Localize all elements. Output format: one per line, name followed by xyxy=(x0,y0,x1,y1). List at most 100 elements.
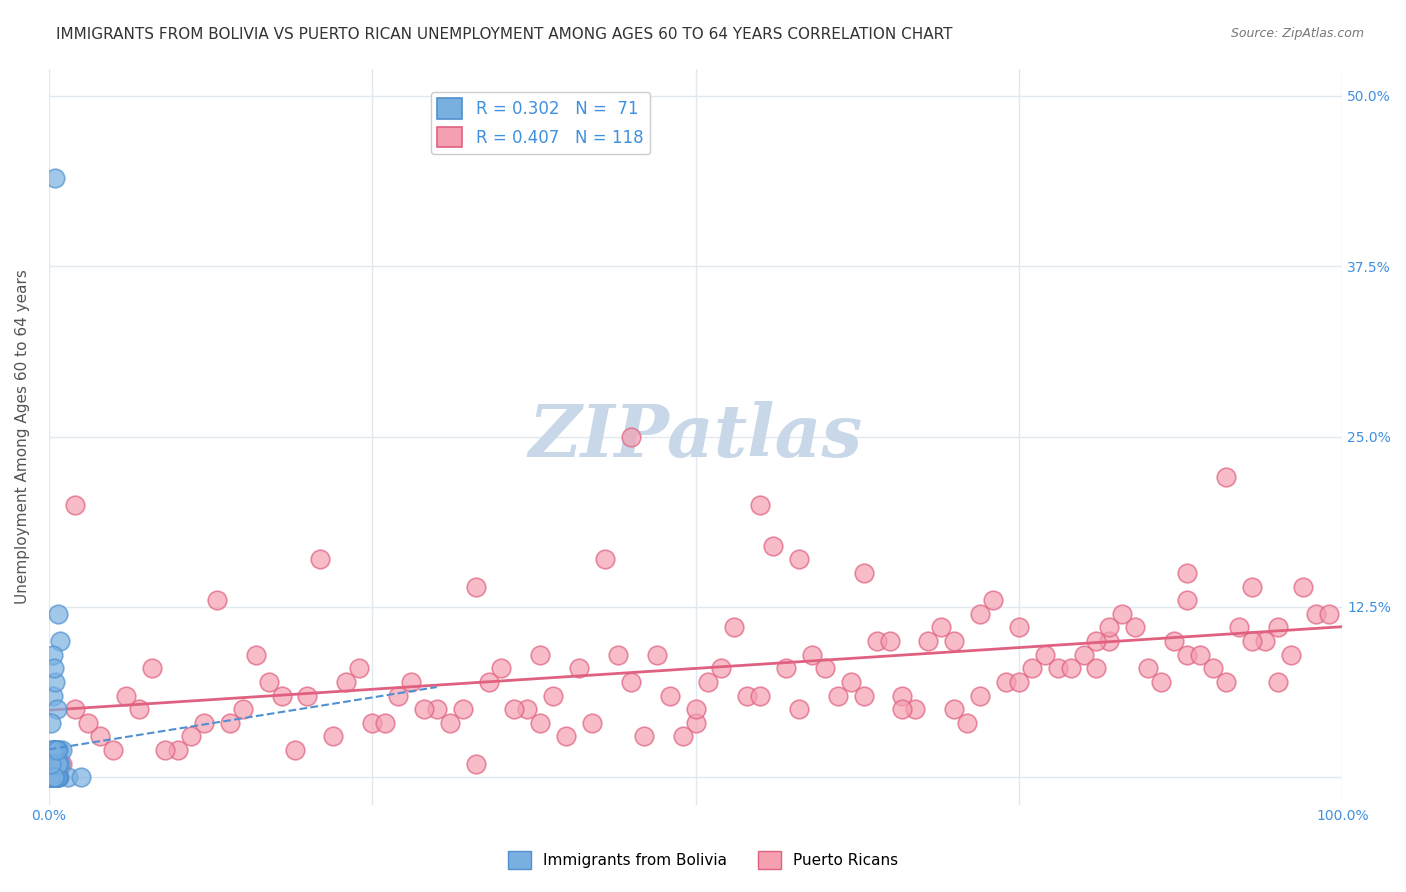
Point xyxy=(633,730,655,744)
Point xyxy=(42,756,65,771)
Point xyxy=(1021,661,1043,675)
Point xyxy=(800,648,823,662)
Point xyxy=(44,770,66,784)
Point xyxy=(1227,620,1250,634)
Point xyxy=(685,702,707,716)
Point xyxy=(1267,620,1289,634)
Point xyxy=(42,756,65,771)
Point xyxy=(218,715,240,730)
Point xyxy=(42,743,65,757)
Point xyxy=(42,756,65,771)
Point xyxy=(46,770,69,784)
Point xyxy=(464,756,486,771)
Point xyxy=(45,770,67,784)
Point xyxy=(555,730,578,744)
Text: Source: ZipAtlas.com: Source: ZipAtlas.com xyxy=(1230,27,1364,40)
Point xyxy=(852,689,875,703)
Point xyxy=(969,607,991,621)
Point xyxy=(46,770,69,784)
Point xyxy=(45,702,67,716)
Point xyxy=(45,743,67,757)
Point xyxy=(1240,634,1263,648)
Legend: R = 0.302   N =  71, R = 0.407   N = 118: R = 0.302 N = 71, R = 0.407 N = 118 xyxy=(430,92,650,154)
Y-axis label: Unemployment Among Ages 60 to 64 years: Unemployment Among Ages 60 to 64 years xyxy=(15,269,30,604)
Point xyxy=(46,607,69,621)
Point xyxy=(671,730,693,744)
Point xyxy=(42,743,65,757)
Point xyxy=(56,770,79,784)
Point xyxy=(749,498,772,512)
Point xyxy=(529,648,551,662)
Point xyxy=(477,675,499,690)
Point xyxy=(503,702,526,716)
Point xyxy=(581,715,603,730)
Point xyxy=(89,730,111,744)
Text: IMMIGRANTS FROM BOLIVIA VS PUERTO RICAN UNEMPLOYMENT AMONG AGES 60 TO 64 YEARS C: IMMIGRANTS FROM BOLIVIA VS PUERTO RICAN … xyxy=(56,27,953,42)
Point xyxy=(257,675,280,690)
Point xyxy=(1098,620,1121,634)
Point xyxy=(1150,675,1173,690)
Point xyxy=(51,756,73,771)
Point xyxy=(153,743,176,757)
Point xyxy=(76,715,98,730)
Point xyxy=(42,743,65,757)
Point xyxy=(943,702,966,716)
Point xyxy=(41,743,63,757)
Point xyxy=(44,675,66,690)
Point xyxy=(44,170,66,185)
Point xyxy=(41,756,63,771)
Point xyxy=(1215,675,1237,690)
Point xyxy=(41,743,63,757)
Point xyxy=(1292,580,1315,594)
Point xyxy=(1317,607,1340,621)
Point xyxy=(41,770,63,784)
Point xyxy=(41,770,63,784)
Point xyxy=(44,743,66,757)
Point xyxy=(762,539,785,553)
Point xyxy=(1123,620,1146,634)
Point xyxy=(1059,661,1081,675)
Point xyxy=(439,715,461,730)
Point xyxy=(44,770,66,784)
Point xyxy=(41,770,63,784)
Point xyxy=(399,675,422,690)
Point xyxy=(1188,648,1211,662)
Point xyxy=(232,702,254,716)
Point xyxy=(1073,648,1095,662)
Point xyxy=(956,715,979,730)
Point xyxy=(41,770,63,784)
Point xyxy=(1008,675,1031,690)
Point xyxy=(309,552,332,566)
Point xyxy=(42,770,65,784)
Point xyxy=(41,770,63,784)
Point xyxy=(45,743,67,757)
Point xyxy=(63,498,86,512)
Point xyxy=(775,661,797,675)
Point xyxy=(891,702,914,716)
Point xyxy=(606,648,628,662)
Point xyxy=(1175,648,1198,662)
Point xyxy=(1098,634,1121,648)
Point xyxy=(45,756,67,771)
Point xyxy=(645,648,668,662)
Point xyxy=(63,702,86,716)
Point xyxy=(41,770,63,784)
Point xyxy=(44,743,66,757)
Point xyxy=(658,689,681,703)
Point xyxy=(141,661,163,675)
Point xyxy=(787,702,810,716)
Point xyxy=(103,743,125,757)
Point xyxy=(44,770,66,784)
Point xyxy=(943,634,966,648)
Point xyxy=(347,661,370,675)
Point xyxy=(710,661,733,675)
Point xyxy=(879,634,901,648)
Point xyxy=(44,770,66,784)
Point xyxy=(1175,566,1198,580)
Point xyxy=(41,770,63,784)
Point xyxy=(48,743,70,757)
Point xyxy=(41,756,63,771)
Point xyxy=(49,634,72,648)
Point xyxy=(45,770,67,784)
Point xyxy=(529,715,551,730)
